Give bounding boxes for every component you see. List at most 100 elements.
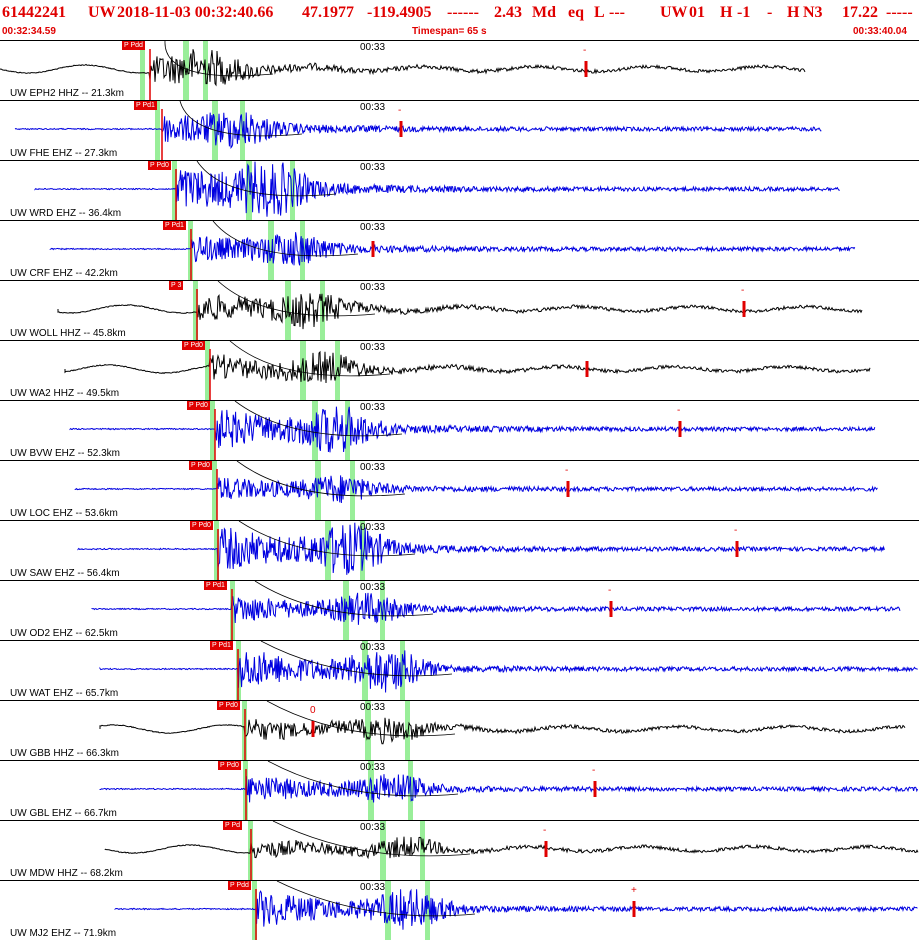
p-window-band bbox=[210, 401, 215, 460]
panel-time-label: 00:33 bbox=[360, 402, 386, 413]
amplitude-marker-label: - bbox=[608, 585, 612, 596]
waveform-trace bbox=[64, 350, 871, 384]
amplitude-marker[interactable] bbox=[311, 721, 315, 737]
s-window-band bbox=[362, 641, 368, 700]
s-window-band bbox=[268, 221, 274, 280]
amplitude-marker[interactable] bbox=[371, 241, 375, 257]
trace-panel[interactable]: - P 3 00:33 UW WOLL HHZ -- 45.8km bbox=[0, 280, 919, 340]
event-header: 61442241 UW 2018-11-03 00:32:40.66 47.19… bbox=[0, 0, 919, 40]
separator-4: ----- bbox=[886, 4, 913, 21]
amplitude-marker[interactable] bbox=[585, 361, 589, 377]
event-id: 61442241 bbox=[2, 4, 66, 21]
amplitude-marker[interactable] bbox=[544, 841, 548, 857]
quality: H bbox=[720, 4, 733, 21]
amplitude-marker[interactable] bbox=[609, 601, 613, 617]
amplitude-marker[interactable] bbox=[632, 901, 636, 917]
trace-panel[interactable]: - P Pd0 00:33 UW LOC EHZ -- 53.6km bbox=[0, 460, 919, 520]
amplitude-marker[interactable] bbox=[593, 781, 597, 797]
trace-panel[interactable]: + P Pdd 00:33 UW MJ2 EHZ -- 71.9km bbox=[0, 880, 919, 940]
amplitude-marker-label: - bbox=[565, 465, 569, 476]
amplitude-marker[interactable] bbox=[742, 301, 746, 317]
event-type: eq bbox=[568, 4, 584, 21]
s-window-band bbox=[380, 821, 386, 880]
trace-panel[interactable]: P Pd0 00:33 UW WA2 HHZ -- 49.5km bbox=[0, 340, 919, 400]
waveform-trace bbox=[99, 717, 906, 745]
pick-flag[interactable]: P Pdd bbox=[228, 881, 251, 890]
station-label: UW LOC EHZ -- 53.6km bbox=[10, 508, 118, 519]
trace-panel[interactable]: P Pd1 00:33 UW CRF EHZ -- 42.2km bbox=[0, 220, 919, 280]
s-window-band bbox=[425, 881, 430, 940]
origin-time: 2018-11-03 00:32:40.66 bbox=[117, 4, 274, 21]
pick-flag[interactable]: P Pd bbox=[223, 821, 243, 830]
s-window-band bbox=[325, 521, 331, 580]
trace-panel[interactable]: - P Pd1 00:33 UW FHE EHZ -- 27.3km bbox=[0, 100, 919, 160]
amplitude-marker[interactable] bbox=[678, 421, 682, 437]
p-window-band bbox=[252, 881, 257, 940]
panel-time-label: 00:33 bbox=[360, 102, 386, 113]
pick-flag[interactable]: P Pd0 bbox=[189, 461, 212, 470]
s-window-band bbox=[420, 821, 425, 880]
pick-flag[interactable]: P 3 bbox=[169, 281, 184, 290]
magnitude-type: Md bbox=[532, 4, 556, 21]
amplitude-marker[interactable] bbox=[735, 541, 739, 557]
phase-code: N3 bbox=[803, 4, 823, 21]
model-curve bbox=[260, 641, 453, 677]
amplitude-marker-label: - bbox=[592, 765, 596, 776]
s-window-band bbox=[183, 41, 189, 100]
pick-flag[interactable]: P Pd0 bbox=[190, 521, 213, 530]
s-window-band bbox=[400, 641, 405, 700]
trace-panel[interactable]: - P Pd0 00:33 UW SAW EHZ -- 56.4km bbox=[0, 520, 919, 580]
station-label: UW MDW HHZ -- 68.2km bbox=[10, 868, 123, 879]
amplitude-marker-label: - bbox=[734, 525, 738, 536]
trace-panel[interactable]: P Pd1 00:33 UW WAT EHZ -- 65.7km bbox=[0, 640, 919, 700]
trace-panel[interactable]: 0 P Pd0 00:33 UW GBB HHZ -- 66.3km bbox=[0, 700, 919, 760]
longitude: -119.4905 bbox=[367, 4, 432, 21]
station-label: UW WA2 HHZ -- 49.5km bbox=[10, 388, 120, 399]
pick-flag[interactable]: P Pd1 bbox=[204, 581, 227, 590]
pick-flag[interactable]: P Pd1 bbox=[210, 641, 233, 650]
waveform-plot bbox=[34, 161, 840, 220]
s-window-band bbox=[385, 881, 391, 940]
amplitude-marker-label: - bbox=[543, 825, 547, 836]
amplitude-marker[interactable] bbox=[584, 61, 588, 77]
pick-flag[interactable]: P Pd0 bbox=[187, 401, 210, 410]
pick-flag[interactable]: P Pd0 bbox=[148, 161, 171, 170]
trace-panel[interactable]: - P Pdd 00:33 UW EPH2 HHZ -- 21.3km bbox=[0, 40, 919, 100]
trace-panel[interactable]: P Pd0 00:33 UW WRD EHZ -- 36.4km bbox=[0, 160, 919, 220]
pick-flag[interactable]: P Pd1 bbox=[163, 221, 186, 230]
s-window-band bbox=[365, 701, 371, 760]
trace-panel[interactable]: - P Pd 00:33 UW MDW HHZ -- 68.2km bbox=[0, 820, 919, 880]
pick-flag[interactable]: P Pd1 bbox=[134, 101, 157, 110]
amplitude-marker[interactable] bbox=[399, 121, 403, 137]
panel-time-label: 00:33 bbox=[360, 522, 386, 533]
separator-1: ------ bbox=[447, 4, 479, 21]
amplitude-marker[interactable] bbox=[566, 481, 570, 497]
event-version: 01 bbox=[689, 4, 705, 21]
flag: -1 bbox=[737, 4, 751, 21]
pick-flag[interactable]: P Pdd bbox=[122, 41, 145, 50]
station-label: UW CRF EHZ -- 42.2km bbox=[10, 268, 118, 279]
s-window-band bbox=[300, 341, 306, 400]
trace-panel[interactable]: - P Pd0 00:33 UW GBL EHZ -- 66.7km bbox=[0, 760, 919, 820]
seismogram-stack: -P Pdd 00:33 UW EPH2 HHZ -- 21.3km - P Pd1 00… bbox=[0, 40, 919, 940]
station-label: UW WRD EHZ -- 36.4km bbox=[10, 208, 122, 219]
event-network: UW bbox=[88, 4, 116, 21]
panel-time-label: 00:33 bbox=[360, 702, 386, 713]
amplitude-marker-label: - bbox=[398, 105, 402, 116]
waveform-plot bbox=[49, 221, 856, 280]
trace-panel[interactable]: - P Pd1 00:33 UW OD2 EHZ -- 62.5km bbox=[0, 580, 919, 640]
pick-flag[interactable]: P Pd0 bbox=[217, 701, 240, 710]
pick-flag[interactable]: P Pd0 bbox=[182, 341, 205, 350]
magnitude: 2.43 bbox=[494, 4, 522, 21]
waveform-plot bbox=[14, 101, 822, 160]
panel-time-label: 00:33 bbox=[360, 222, 386, 233]
waveform-plot bbox=[0, 41, 806, 100]
amplitude-marker-label: - bbox=[741, 285, 745, 296]
pick-flag[interactable]: P Pd0 bbox=[218, 761, 241, 770]
model-curve bbox=[266, 701, 456, 737]
trace-panel[interactable]: - P Pd0 00:33 UW BVW EHZ -- 52.3km bbox=[0, 400, 919, 460]
amplitude-marker-label: - bbox=[583, 45, 587, 56]
waveform-plot bbox=[99, 761, 919, 820]
station-label: UW WOLL HHZ -- 45.8km bbox=[10, 328, 126, 339]
p-window-band bbox=[155, 101, 160, 160]
